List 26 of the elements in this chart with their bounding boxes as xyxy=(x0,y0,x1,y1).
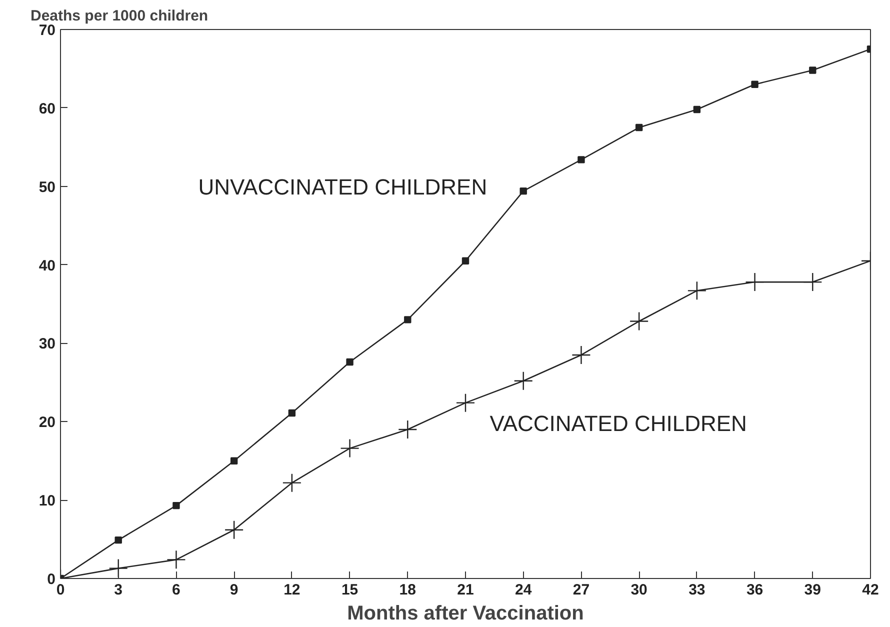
y-tick-label: 20 xyxy=(38,414,56,432)
x-tick-label: 6 xyxy=(172,582,180,598)
x-tick-label: 21 xyxy=(457,582,474,598)
x-tick-label: 42 xyxy=(862,582,879,598)
x-tick-label: 18 xyxy=(399,582,416,598)
series-label: UNVACCINATED CHILDREN xyxy=(198,174,488,200)
y-tick-label: 50 xyxy=(38,178,56,196)
y-tick-label: 60 xyxy=(38,100,56,118)
y-tick-label: 40 xyxy=(38,257,56,274)
x-tick-label: 39 xyxy=(804,582,821,598)
x-tick-label: 33 xyxy=(688,582,706,598)
x-tick-label: 36 xyxy=(746,582,764,598)
series-label: VACCINATED CHILDREN xyxy=(490,410,747,436)
y-tick-label: 0 xyxy=(47,571,56,588)
x-tick-label: 30 xyxy=(630,582,648,598)
x-tick-label: 9 xyxy=(230,582,238,598)
y-tick-label: 10 xyxy=(38,492,56,510)
x-axis-title: Months after Vaccination xyxy=(347,602,584,624)
x-tick-label: 3 xyxy=(114,582,123,598)
x-tick-label: 27 xyxy=(572,582,590,598)
x-tick-label: 12 xyxy=(284,582,300,598)
y-axis-title: Deaths per 1000 children xyxy=(30,8,208,24)
x-tick-label: 24 xyxy=(515,582,532,598)
x-tick-label: 15 xyxy=(341,582,358,598)
y-tick-label: 30 xyxy=(38,336,56,353)
y-tick-label: 70 xyxy=(38,22,56,39)
